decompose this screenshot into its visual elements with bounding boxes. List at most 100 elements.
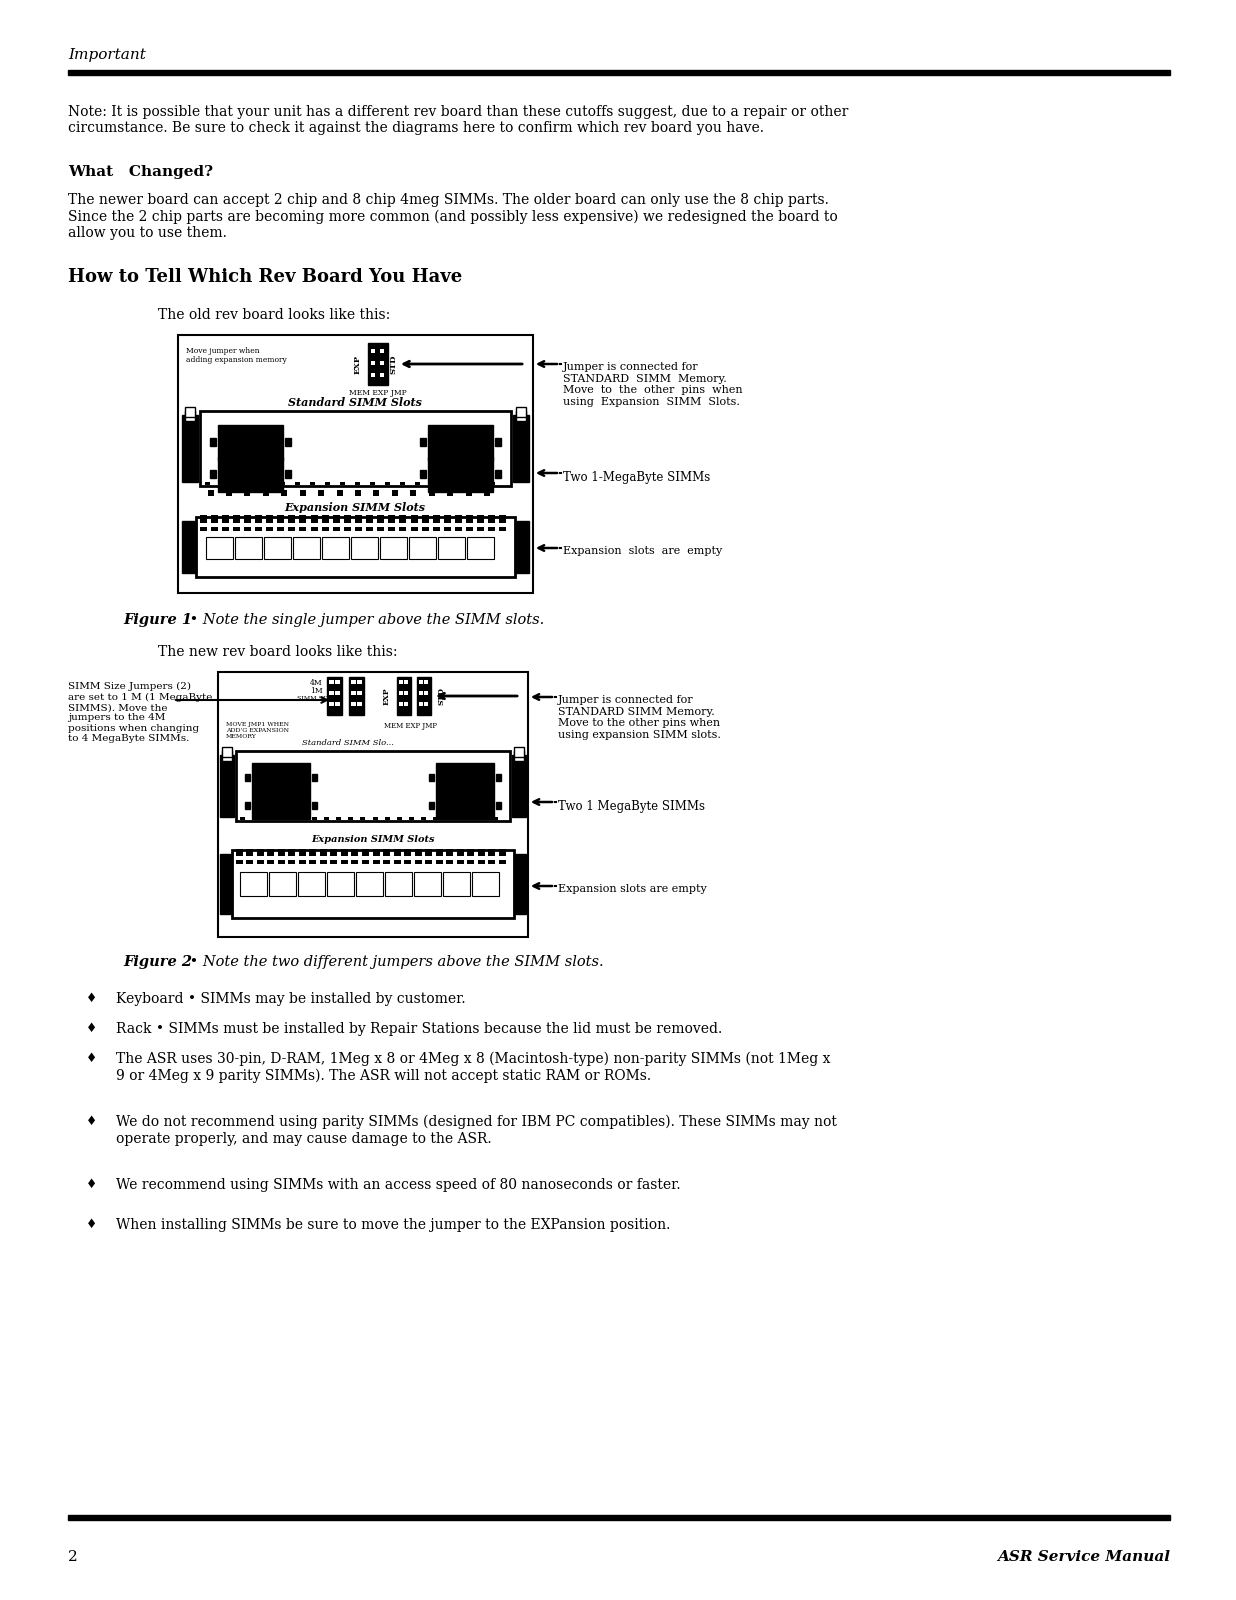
Bar [335,702,340,706]
Text: Expansion SIMM Slots: Expansion SIMM Slots [311,835,435,845]
Bar [311,518,318,523]
Bar [493,818,498,819]
Bar [318,490,324,496]
Bar [288,526,295,531]
Bar [512,755,527,818]
Bar [278,850,286,854]
Bar [425,850,433,854]
Bar [246,851,253,856]
Bar [399,526,405,531]
Bar [295,482,300,485]
Bar [355,515,362,520]
Bar [392,490,398,496]
Bar [457,861,464,864]
Text: ♦: ♦ [87,1022,98,1035]
Bar [267,851,274,856]
Bar [288,818,293,819]
Bar [355,482,360,485]
Bar [379,362,384,365]
Bar [329,691,334,694]
Bar [433,515,440,520]
Bar [267,861,274,864]
Bar [323,515,329,520]
Bar [494,470,501,478]
Bar [404,861,412,864]
Bar [412,515,418,520]
Bar [433,526,440,531]
Bar [499,861,506,864]
Bar [267,861,274,864]
Text: Expansion SIMM Slots: Expansion SIMM Slots [284,502,425,514]
Bar [266,518,273,523]
Bar [288,851,295,856]
Bar [200,518,206,523]
Text: MEM EXP JMP: MEM EXP JMP [349,389,407,397]
Bar [341,851,349,856]
Bar [373,861,379,864]
Bar [485,490,489,496]
Bar [344,515,351,520]
Bar [211,515,218,520]
Text: Keyboard • SIMMs may be installed by customer.: Keyboard • SIMMs may be installed by cus… [116,992,466,1006]
Bar [366,518,373,523]
Text: ♦: ♦ [87,1178,98,1190]
Bar [388,526,396,531]
Bar [446,851,454,856]
Bar [514,750,524,762]
Bar [269,872,295,896]
Text: Standard SIMM Slots: Standard SIMM Slots [288,397,421,408]
Text: Two 1 MegaByte SIMMs: Two 1 MegaByte SIMMs [557,800,705,813]
Bar [488,851,494,856]
Bar [332,526,340,531]
Bar [311,526,318,531]
Text: • Note the single jumper above the SIMM slots.: • Note the single jumper above the SIMM … [185,613,544,627]
Bar [311,515,318,520]
Bar [210,438,216,446]
Bar [429,802,434,810]
Bar [341,861,349,864]
Bar [298,872,325,896]
Bar [467,538,494,558]
Bar [388,518,396,523]
Bar [421,515,429,520]
Bar [383,851,391,856]
Bar [499,526,506,531]
Bar [323,518,329,523]
Bar [397,677,412,715]
Bar [467,851,473,856]
Bar [445,818,450,819]
Bar [466,515,473,520]
Bar [240,818,245,819]
Text: Jumper is connected for
STANDARD SIMM Memory.
Move to the other pins when
using : Jumper is connected for STANDARD SIMM Me… [557,694,721,739]
Bar [226,490,232,496]
Bar [288,515,295,520]
Bar [257,861,265,864]
Bar [455,518,462,523]
Bar [178,334,533,594]
Bar [415,861,421,864]
Bar [277,526,284,531]
Bar [235,482,240,485]
Bar [421,818,426,819]
Bar [362,861,370,864]
Bar [412,518,418,523]
Bar [373,490,379,496]
Bar [414,872,441,896]
Bar [185,406,195,418]
Bar [394,861,400,864]
Bar [499,515,506,520]
Bar [377,526,384,531]
Bar [383,861,391,864]
Bar [218,458,283,493]
Bar [371,373,375,378]
Bar [404,691,408,694]
Bar [351,861,358,864]
Bar [200,411,510,486]
Bar [320,850,328,854]
Bar [515,411,527,421]
Bar [266,526,273,531]
Bar [499,861,506,864]
Text: Important: Important [68,48,146,62]
Text: When installing SIMMs be sure to move the jumper to the EXPansion position.: When installing SIMMs be sure to move th… [116,1218,670,1232]
Bar [394,850,400,854]
